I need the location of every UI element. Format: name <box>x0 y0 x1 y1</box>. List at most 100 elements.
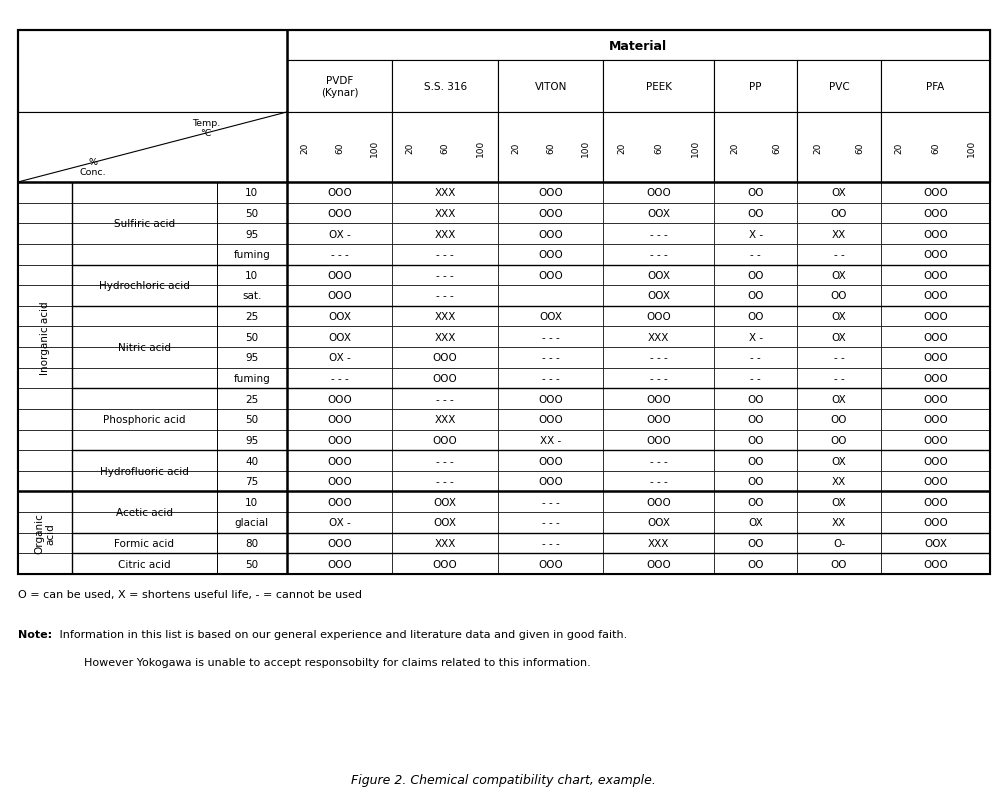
Bar <box>798 204 881 224</box>
Bar <box>881 430 990 451</box>
Text: OOO: OOO <box>539 188 563 198</box>
Text: Phosphoric acid: Phosphoric acid <box>103 415 185 425</box>
Text: OOX: OOX <box>648 291 670 301</box>
Text: OOO: OOO <box>923 374 948 383</box>
Bar <box>798 410 881 430</box>
Bar <box>881 451 990 472</box>
Bar <box>881 533 990 553</box>
Bar <box>881 265 990 286</box>
Bar <box>798 61 881 113</box>
Text: OX: OX <box>832 394 847 404</box>
Bar <box>18 389 71 410</box>
Bar <box>287 347 393 368</box>
Text: - - -: - - - <box>330 250 348 260</box>
Bar <box>497 512 603 533</box>
Bar <box>71 347 217 368</box>
Text: OOO: OOO <box>646 559 671 569</box>
Text: - -: - - <box>750 353 761 363</box>
Bar <box>798 553 881 574</box>
Bar <box>714 224 798 245</box>
Bar <box>71 553 217 574</box>
Bar <box>603 451 714 472</box>
Bar <box>798 492 881 512</box>
Text: OOO: OOO <box>923 312 948 322</box>
Bar <box>18 451 71 472</box>
Bar <box>217 492 287 512</box>
Bar <box>603 113 714 183</box>
Text: - -: - - <box>834 353 845 363</box>
Text: OO: OO <box>831 209 847 219</box>
Text: OOO: OOO <box>646 435 671 445</box>
Text: 10: 10 <box>246 188 259 198</box>
Text: OOO: OOO <box>539 394 563 404</box>
Text: - - -: - - - <box>436 394 454 404</box>
Bar <box>217 286 287 306</box>
Text: OOO: OOO <box>327 456 351 466</box>
Bar <box>603 512 714 533</box>
Bar <box>217 327 287 347</box>
Bar <box>798 327 881 347</box>
Bar <box>71 183 217 204</box>
Text: OOX: OOX <box>648 209 670 219</box>
Bar <box>287 286 393 306</box>
Text: OO: OO <box>747 188 764 198</box>
Bar <box>714 389 798 410</box>
Bar <box>287 31 990 61</box>
Bar <box>603 61 714 113</box>
Bar <box>798 430 881 451</box>
Text: - - -: - - - <box>542 332 560 342</box>
Bar <box>393 430 497 451</box>
Text: - - -: - - - <box>650 353 668 363</box>
Text: OOX: OOX <box>434 518 456 528</box>
Bar <box>881 245 990 265</box>
Text: Formic acid: Formic acid <box>115 538 174 549</box>
Text: OOO: OOO <box>327 415 351 425</box>
Text: 60: 60 <box>335 142 344 153</box>
Text: OOO: OOO <box>539 270 563 281</box>
Bar <box>71 492 217 512</box>
Text: OOO: OOO <box>327 435 351 445</box>
Bar <box>71 512 217 533</box>
Text: OOO: OOO <box>646 394 671 404</box>
Text: 100: 100 <box>691 140 700 156</box>
Text: PVC: PVC <box>829 82 850 92</box>
Bar <box>497 451 603 472</box>
Bar <box>217 451 287 472</box>
Bar <box>217 389 287 410</box>
Bar <box>603 533 714 553</box>
Bar <box>881 553 990 574</box>
Text: OOO: OOO <box>539 559 563 569</box>
Text: XX -: XX - <box>540 435 561 445</box>
Bar <box>71 245 217 265</box>
Bar <box>603 327 714 347</box>
Text: OOO: OOO <box>327 188 351 198</box>
Text: OOO: OOO <box>327 497 351 507</box>
Text: XXX: XXX <box>434 312 456 322</box>
Bar <box>18 327 71 347</box>
Text: 10: 10 <box>246 497 259 507</box>
Text: OOO: OOO <box>646 415 671 425</box>
Bar <box>287 553 393 574</box>
Bar <box>714 430 798 451</box>
Bar <box>217 410 287 430</box>
Bar <box>714 204 798 224</box>
Text: 10: 10 <box>246 270 259 281</box>
Bar <box>18 472 71 492</box>
Text: Acetic acid: Acetic acid <box>116 508 173 517</box>
Bar <box>881 286 990 306</box>
Text: OOO: OOO <box>539 456 563 466</box>
Text: OX: OX <box>832 188 847 198</box>
Bar <box>798 286 881 306</box>
Bar <box>497 533 603 553</box>
Bar <box>18 31 287 113</box>
Text: OOO: OOO <box>327 394 351 404</box>
Bar <box>798 245 881 265</box>
Bar <box>287 204 393 224</box>
Text: 25: 25 <box>245 394 259 404</box>
Bar <box>287 389 393 410</box>
Bar <box>714 265 798 286</box>
Bar <box>393 204 497 224</box>
Text: OOX: OOX <box>434 497 456 507</box>
Bar <box>881 224 990 245</box>
Text: - - -: - - - <box>650 374 668 383</box>
